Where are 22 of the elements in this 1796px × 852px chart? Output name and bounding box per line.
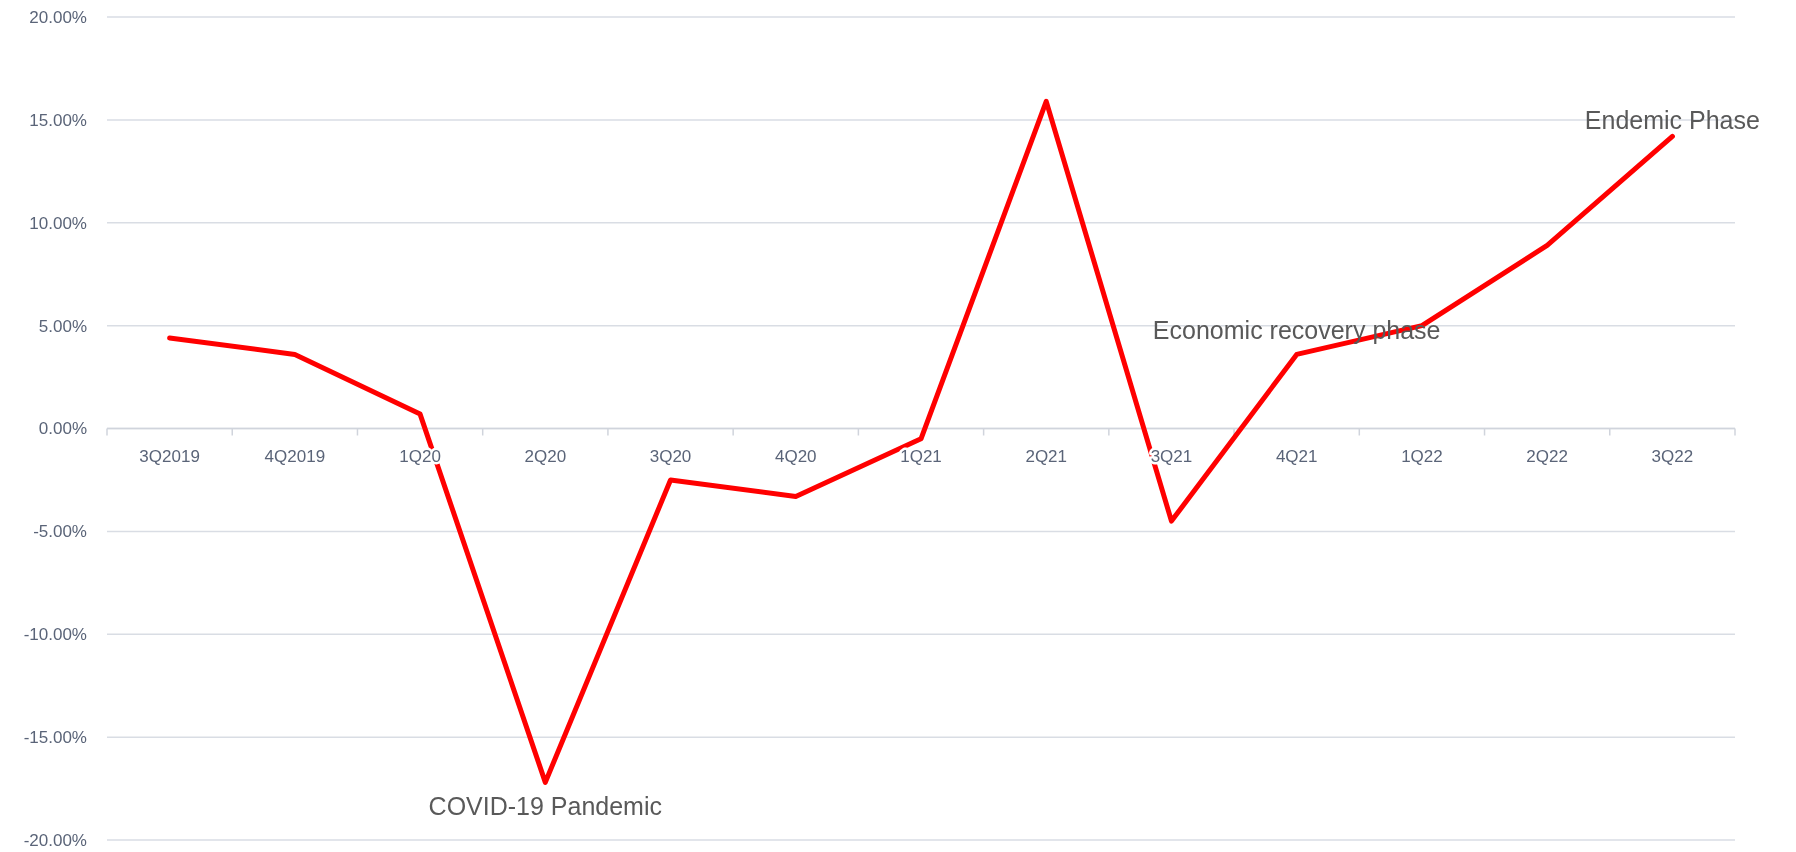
x-tick-label: 2Q20 <box>524 446 567 466</box>
x-tick-label: 1Q21 <box>900 446 942 466</box>
x-tick-label: 3Q22 <box>1651 446 1694 466</box>
y-tick-label: 5.00% <box>38 316 87 336</box>
annotation: COVID-19 Pandemic <box>428 792 663 821</box>
y-tick-label: -20.00% <box>23 830 87 850</box>
x-tick-label: 2Q21 <box>1025 446 1068 466</box>
x-tick-label: 3Q2019 <box>139 446 200 466</box>
y-tick-label: -15.00% <box>23 728 87 748</box>
x-tick-label: 4Q20 <box>774 446 817 466</box>
y-tick-label: 20.00% <box>29 7 87 27</box>
x-tick-label: 1Q22 <box>1401 446 1443 466</box>
x-tick-label: 3Q20 <box>649 446 692 466</box>
y-tick-label: 10.00% <box>29 213 87 233</box>
y-tick-label: 0.00% <box>38 419 87 439</box>
y-tick-label: -10.00% <box>23 625 87 645</box>
y-tick-label: -5.00% <box>33 522 87 542</box>
x-tick-label: 4Q2019 <box>264 446 326 466</box>
y-tick-label: 15.00% <box>29 110 87 130</box>
x-tick-label: 4Q21 <box>1275 446 1318 466</box>
x-tick-label: 2Q22 <box>1526 446 1568 466</box>
annotation: Endemic Phase <box>1584 106 1760 135</box>
